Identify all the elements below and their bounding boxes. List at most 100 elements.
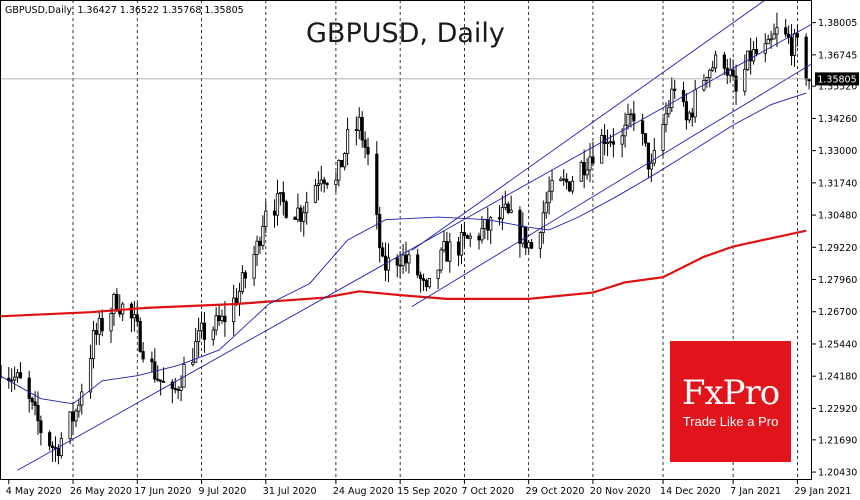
candle-body: [772, 33, 776, 40]
candle-body: [807, 78, 811, 82]
candle-body: [465, 235, 469, 239]
candle-body: [15, 372, 20, 378]
candle-body: [763, 43, 767, 54]
candle-body: [643, 133, 648, 144]
candle-body: [591, 156, 595, 164]
candle-body: [135, 314, 139, 322]
current-price-label: 1.35805: [817, 74, 856, 85]
candle-body: [459, 232, 464, 256]
candle-body: [544, 202, 548, 214]
candle-body: [687, 112, 691, 121]
candle-body: [211, 329, 215, 340]
candle-body: [48, 432, 52, 447]
candle-body: [316, 183, 320, 186]
candle-body: [150, 358, 154, 363]
candle-body: [640, 120, 645, 134]
candle-body: [407, 254, 411, 264]
candle-body: [59, 438, 63, 457]
candle-body: [541, 212, 545, 233]
candle-body: [375, 153, 379, 215]
candle-body: [749, 50, 753, 62]
candle-body: [182, 363, 186, 388]
candle-body: [138, 320, 142, 352]
y-tick-label: 1.38005: [818, 18, 857, 29]
x-tick-label: 15 Sep 2020: [397, 486, 457, 497]
trend-channel-line: [17, 23, 813, 471]
candle-body: [448, 241, 452, 262]
candle-body: [743, 68, 747, 92]
candle-body: [313, 185, 318, 203]
candle-body: [562, 178, 566, 181]
candle-body: [714, 54, 718, 69]
candle-body: [68, 411, 72, 440]
candle-body: [100, 317, 104, 332]
candle-body: [547, 190, 551, 204]
candle-body: [74, 410, 78, 422]
candle-body: [71, 411, 75, 422]
indicator-lines: [0, 0, 813, 471]
candle-body: [88, 358, 93, 393]
candle-body: [237, 290, 242, 305]
candle-body: [343, 153, 347, 168]
candle-body: [94, 330, 98, 335]
y-tick-label: 1.27960: [818, 275, 857, 286]
x-tick-label: 17 Jun 2020: [134, 486, 191, 497]
candle-body: [754, 49, 759, 54]
x-tick-label: 9 Jul 2020: [199, 486, 247, 497]
candle-body: [673, 88, 677, 91]
candle-body: [588, 156, 592, 171]
candle-body: [281, 192, 285, 203]
candle-body: [559, 178, 563, 181]
candle-body: [427, 277, 431, 288]
candle-body: [378, 214, 382, 249]
candle-body: [439, 249, 443, 271]
candle-body: [436, 269, 440, 279]
candle-body: [354, 129, 358, 131]
candle-body: [10, 379, 14, 382]
candle-body: [486, 219, 490, 231]
candle-body: [13, 376, 17, 381]
candle-body: [194, 341, 198, 363]
candle-body: [527, 242, 531, 249]
candle-body: [667, 107, 671, 115]
candle-body: [132, 314, 136, 319]
logo-tagline: Trade Like a Pro: [682, 414, 779, 429]
candle-body: [322, 179, 326, 184]
candle-body: [722, 54, 726, 69]
candle-body: [156, 378, 160, 381]
candle-body: [708, 69, 712, 79]
candle-body: [670, 88, 674, 108]
candle-body: [381, 247, 385, 257]
candle-body: [518, 209, 522, 244]
candle-body: [153, 361, 157, 380]
candle-body: [477, 235, 481, 241]
candle-body: [129, 303, 134, 319]
candle-body: [792, 33, 797, 56]
candle-body: [804, 36, 808, 80]
candle-body: [363, 139, 367, 148]
candle-body: [240, 272, 245, 292]
candle-body: [582, 161, 586, 176]
candle-body: [500, 206, 504, 220]
candle-body: [223, 315, 227, 323]
candle-body: [769, 38, 773, 41]
candle-body: [570, 180, 575, 192]
candle-body: [97, 317, 101, 335]
candle-body: [456, 241, 461, 256]
y-tick-label: 1.36745: [818, 50, 857, 61]
candle-body: [319, 179, 323, 185]
plot-frame: [0, 0, 812, 480]
candle-body: [626, 113, 630, 126]
candle-body: [159, 379, 163, 382]
candle-body: [503, 203, 507, 208]
candle-body: [579, 161, 583, 182]
candle-body: [664, 113, 668, 125]
candle-body: [275, 193, 280, 216]
candle-body: [252, 254, 256, 279]
y-tick-label: 1.21690: [818, 435, 857, 446]
candle-body: [243, 272, 247, 279]
candle-body: [497, 217, 502, 220]
candle-body: [191, 361, 195, 365]
candle-body: [199, 322, 204, 332]
